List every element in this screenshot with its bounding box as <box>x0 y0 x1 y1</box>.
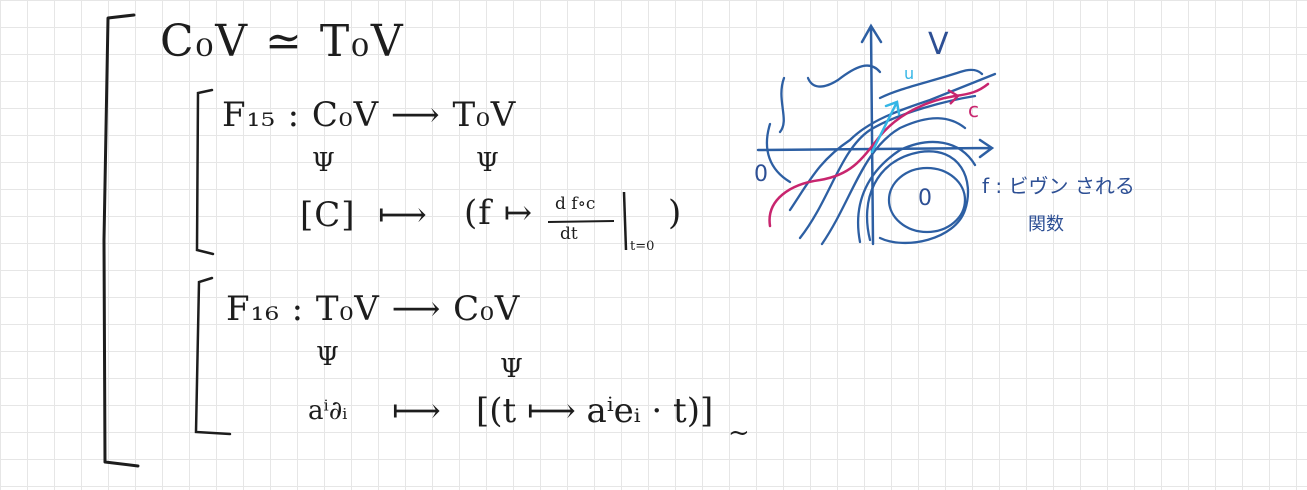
curve-bottom-left <box>856 140 977 244</box>
curve-left-1 <box>778 76 786 134</box>
f15-frac-den: dt <box>560 224 578 244</box>
diagram-label-zero-left: 0 <box>754 162 768 187</box>
f15-bracket <box>195 88 215 256</box>
f15-arrow: ⟼ <box>378 195 427 235</box>
f15-right-close: ) <box>668 193 683 233</box>
outer-bracket <box>102 13 140 468</box>
f15-right-open: (f ↦ <box>464 193 534 233</box>
fraction-line <box>547 220 615 223</box>
diagram-note-line2: 関数 <box>1028 214 1064 235</box>
vertical-axis <box>860 23 883 246</box>
f16-psi-left: Ψ <box>316 342 339 372</box>
f16-left: aⁱ∂ᵢ <box>308 396 348 426</box>
diagram-label-zero-center: 0 <box>918 186 932 211</box>
f15-frac-num: d f∘c <box>555 194 596 214</box>
f15-left: [C] <box>300 195 356 235</box>
curve-outer-ring <box>865 150 970 245</box>
eval-bar <box>622 191 628 251</box>
tangent-vector <box>870 100 901 154</box>
diagram-label-u: u <box>904 64 915 83</box>
f16-right: [(t ⟼ aⁱeᵢ · t)] <box>476 391 714 431</box>
diagram-label-v: V <box>928 27 949 62</box>
title-equation: C₀V ≃ T₀V <box>160 16 405 67</box>
f15-psi-right: Ψ <box>476 148 499 178</box>
f16-definition: F₁₆ : T₀V ⟶ C₀V <box>226 289 521 329</box>
curve-inner-ring <box>887 166 967 234</box>
f16-psi-right: Ψ <box>500 354 523 384</box>
curve-diag-2 <box>798 94 977 240</box>
diagram-label-c: c <box>968 98 979 122</box>
f16-sub: ~ <box>728 418 750 448</box>
curve-diag-3 <box>820 117 967 246</box>
curve-left-2 <box>765 122 792 184</box>
curve-top-right <box>878 68 984 100</box>
f16-arrow: ⟼ <box>392 391 441 431</box>
f15-definition: F₁₅ : C₀V ⟶ T₀V <box>222 95 517 135</box>
f16-bracket <box>194 276 232 436</box>
curve-top-left <box>806 64 882 88</box>
curve-c <box>768 82 990 228</box>
curve-c-arrowhead <box>947 89 960 105</box>
f15-psi-left: Ψ <box>312 148 335 178</box>
diagram-note-line1: f : ビヴン される <box>982 174 1135 198</box>
curve-diag-1 <box>788 72 997 212</box>
f15-sub: t=0 <box>630 239 655 254</box>
